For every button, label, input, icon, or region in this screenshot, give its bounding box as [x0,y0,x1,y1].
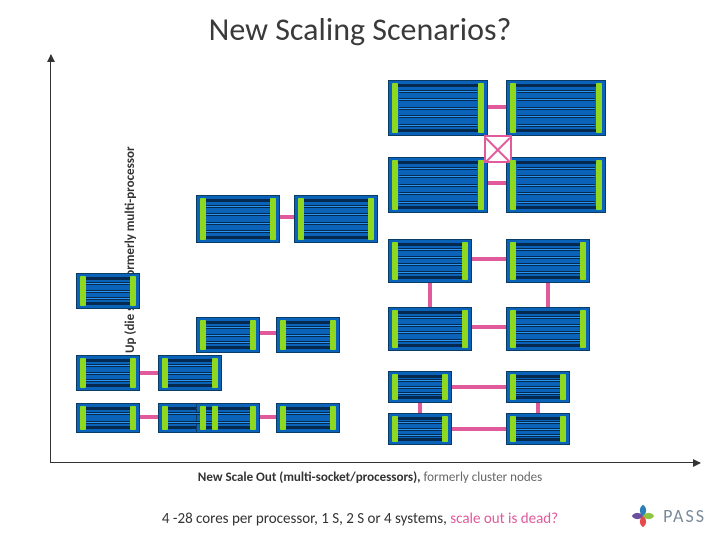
interconnect [546,283,550,307]
plot-area [58,55,692,455]
processor-die [388,413,452,445]
processor-die [196,317,260,353]
pass-logo-text: PASS [663,505,706,527]
processor-die [388,157,488,213]
interconnect [260,415,276,419]
processor-die [388,80,488,136]
pass-logo: PASS [629,502,706,530]
processor-die [76,355,140,391]
x-axis-label: New Scale Out (multi-socket/processors),… [40,470,700,485]
processor-die [506,371,570,403]
processor-die [506,239,590,283]
interconnect [536,403,540,413]
interconnect [452,427,506,431]
processor-die [388,307,472,351]
processor-die [158,355,222,391]
interconnect [428,283,432,307]
processor-die [388,239,472,283]
page-title: New Scaling Scenarios? [0,0,720,55]
interconnect [488,105,506,109]
y-axis [50,55,51,463]
pass-logo-icon [629,502,657,530]
interconnect [452,385,506,389]
interconnect [472,325,506,329]
crossbar-switch-icon [484,135,512,163]
interconnect [140,415,158,419]
interconnect [472,257,506,261]
x-axis [50,462,700,463]
processor-die [506,157,606,213]
interconnect [260,331,276,335]
processor-die [506,307,590,351]
processor-die [506,80,606,136]
interconnect [140,371,158,375]
processor-die [158,403,222,433]
scaling-diagram: Scale Up (die size), formerly multi-proc… [40,55,700,475]
footnote: 4 -28 cores per processor, 1 S, 2 S or 4… [0,510,720,528]
processor-die [196,403,260,433]
processor-die [276,317,340,353]
processor-die [196,195,280,243]
interconnect [488,181,506,185]
interconnect [418,403,422,413]
processor-die [276,403,340,433]
processor-die [76,273,140,309]
processor-die [294,195,378,243]
processor-die [506,413,570,445]
processor-die [388,371,452,403]
processor-die [76,403,140,433]
interconnect [280,215,294,219]
